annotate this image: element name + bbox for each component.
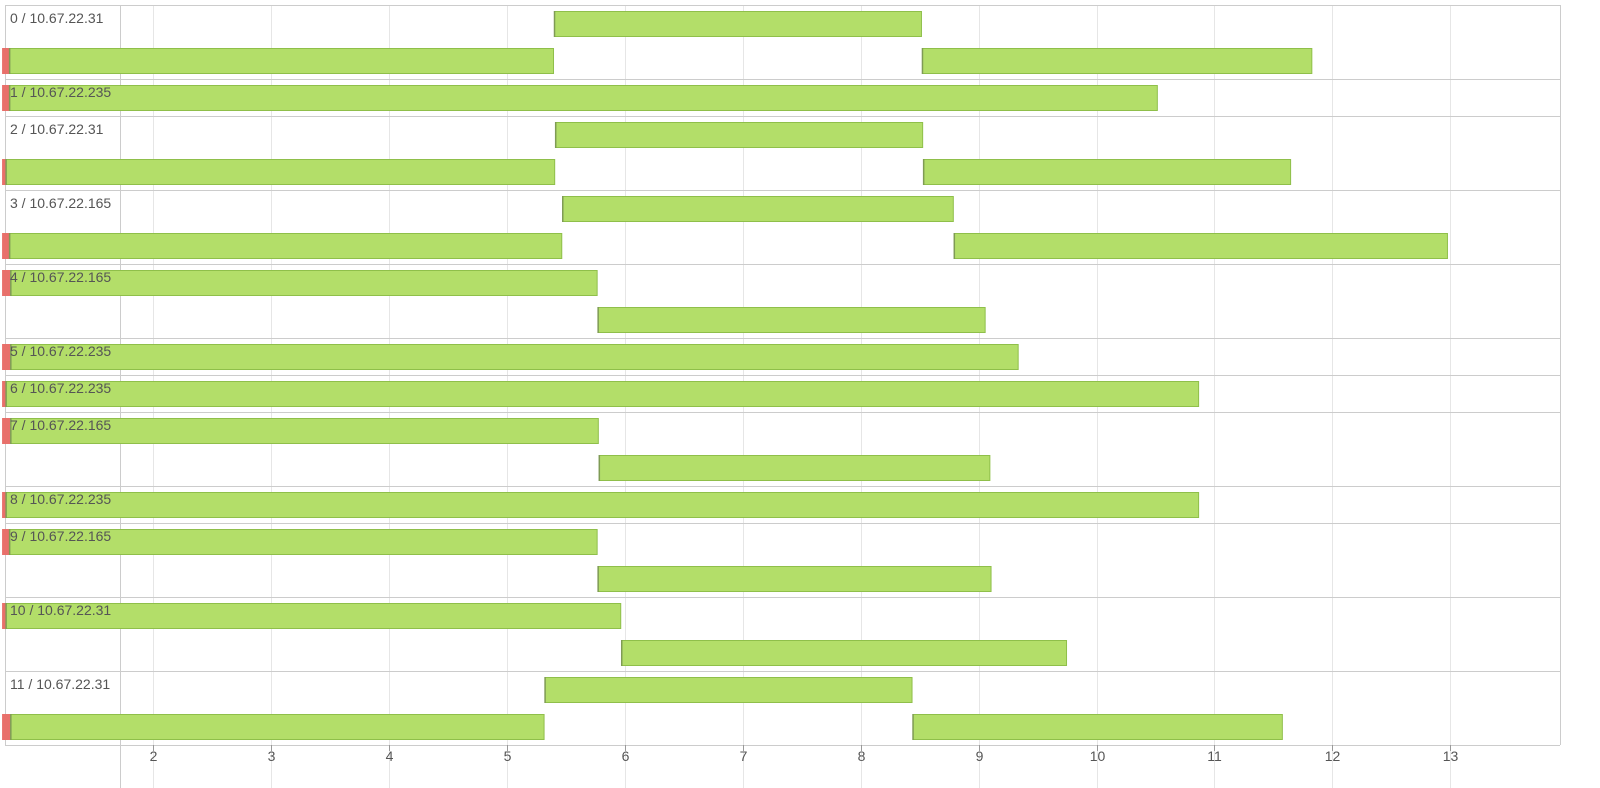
gap-segment [2,233,10,259]
gap-segment [2,270,11,296]
task-bar [544,677,913,703]
x-tick-label: 9 [976,748,984,764]
row-label: 2 / 10.67.22.31 [10,121,104,137]
x-tick-label: 7 [740,748,748,764]
row-label: 8 / 10.67.22.235 [10,491,111,507]
gap-segment [2,714,11,740]
row-label: 7 / 10.67.22.165 [10,417,111,433]
x-tick-label: 13 [1443,748,1459,764]
row-label: 9 / 10.67.22.165 [10,528,111,544]
task-bar [555,122,924,148]
task-bar [5,159,556,185]
task-bar [921,48,1313,74]
task-bar [597,307,986,333]
task-bar [923,159,1292,185]
row-bands [5,5,1561,788]
row-label: 6 / 10.67.22.235 [10,380,111,396]
gap-segment [2,48,10,74]
task-bar [9,233,563,259]
row-label: 1 / 10.67.22.235 [10,84,111,100]
x-tick-label: 5 [504,748,512,764]
row-label: 3 / 10.67.22.165 [10,195,111,211]
task-bar [9,529,598,555]
gap-segment [2,159,6,185]
x-tick-label: 6 [622,748,630,764]
task-bar [10,714,545,740]
x-tick-label: 2 [150,748,158,764]
row-labels: 0 / 10.67.22.31 1 / 10.67.22.235 2 / 10.67… [10,10,111,692]
row-label: 5 / 10.67.22.235 [10,343,111,359]
task-bar [912,714,1283,740]
x-tick-label: 4 [386,748,394,764]
gap-segment [2,418,11,444]
gap-segment [2,85,10,111]
task-bar [10,418,599,444]
task-bar [598,455,991,481]
task-bar [10,270,598,296]
task-bar [554,11,922,37]
row-label: 4 / 10.67.22.165 [10,269,111,285]
task-bar [597,566,992,592]
x-tick-label: 10 [1090,748,1106,764]
gap-segment [2,492,6,518]
x-tick-label: 12 [1325,748,1341,764]
gap-segment [2,529,10,555]
gap-segment [2,344,11,370]
task-bar [5,492,1200,518]
x-axis: 2 3 4 5 6 7 8 9 10 11 12 13 [150,745,1459,764]
gap-segment [2,381,6,407]
task-bar [10,344,1019,370]
row-label: 10 / 10.67.22.31 [10,602,111,618]
task-bar [562,196,954,222]
gap-segment [2,603,6,629]
x-tick-label: 11 [1207,748,1222,764]
x-tick-label: 8 [858,748,866,764]
task-bar [9,48,555,74]
row-label: 0 / 10.67.22.31 [10,10,104,26]
row-label: 11 / 10.67.22.31 [10,676,110,692]
task-bars [2,11,1448,740]
task-bar [5,603,622,629]
x-tick-label: 3 [268,748,276,764]
task-bar [5,381,1200,407]
task-bar [953,233,1448,259]
task-bar [621,640,1068,666]
task-bar [9,85,1158,111]
